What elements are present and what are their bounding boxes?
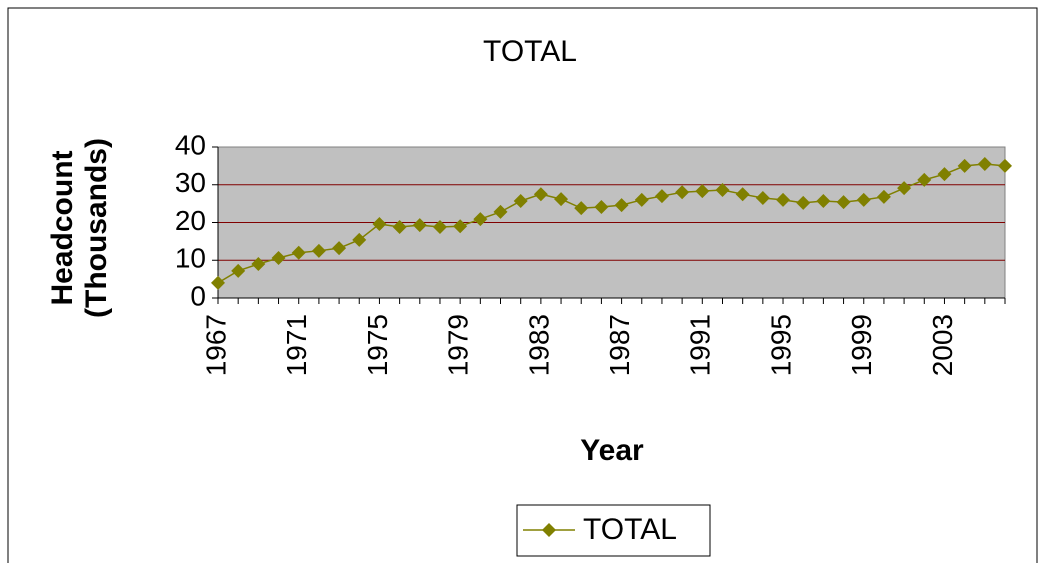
- x-tick-label: 1979: [443, 314, 474, 376]
- x-axis-label: Year: [580, 434, 644, 467]
- data-point: [554, 192, 569, 207]
- x-tick-label: 1971: [281, 314, 312, 376]
- y-axis-label-line: (Thousands): [80, 138, 113, 318]
- x-tick: 1967: [200, 314, 231, 376]
- x-tick-label: 1995: [765, 314, 796, 376]
- y-tick-label: 10: [175, 243, 206, 274]
- data-point: [715, 183, 730, 198]
- data-point: [897, 181, 912, 196]
- series-line: [217, 163, 1006, 284]
- data-point: [513, 193, 528, 208]
- x-tick-label: 1991: [685, 314, 716, 376]
- data-point: [796, 195, 811, 210]
- data-point: [634, 192, 649, 207]
- data-point: [675, 185, 690, 200]
- data-point: [372, 217, 387, 232]
- x-tick-label: 1983: [523, 314, 554, 376]
- data-point: [957, 158, 972, 173]
- x-tick-label: 2003: [927, 314, 958, 376]
- data-point: [574, 201, 589, 216]
- data-point: [735, 187, 750, 202]
- data-point: [594, 200, 609, 215]
- data-point: [392, 220, 407, 235]
- x-tick: 1971: [281, 314, 312, 376]
- data-point: [453, 219, 468, 234]
- x-tick-label: 1975: [362, 314, 393, 376]
- data-point: [836, 195, 851, 210]
- data-point: [816, 193, 831, 208]
- y-axis-label: Headcount (Thousands): [46, 138, 113, 318]
- y-tick-label: 20: [175, 205, 206, 236]
- x-tick: 1995: [765, 314, 796, 376]
- data-point: [473, 212, 488, 227]
- legend-label: TOTAL: [583, 513, 677, 546]
- x-tick: 1983: [523, 314, 554, 376]
- x-tick: 1975: [362, 314, 393, 376]
- data-point: [856, 192, 871, 207]
- data-point: [271, 250, 286, 265]
- data-point: [998, 158, 1012, 173]
- data-point: [352, 232, 367, 247]
- data-point: [311, 243, 326, 258]
- data-point: [776, 192, 791, 207]
- data-point: [937, 167, 952, 182]
- x-tick: 1991: [685, 314, 716, 376]
- chart-title: TOTAL: [483, 35, 577, 68]
- x-tick-label: 1999: [846, 314, 877, 376]
- data-point: [432, 220, 447, 235]
- x-tick: 1987: [604, 314, 635, 376]
- x-tick: 1999: [846, 314, 877, 376]
- legend-marker: [542, 523, 556, 537]
- data-point: [332, 241, 347, 256]
- y-tick-label: 30: [175, 167, 206, 198]
- data-point: [493, 204, 508, 219]
- data-point: [291, 245, 306, 260]
- data-point: [917, 172, 932, 187]
- x-tick: 1979: [443, 314, 474, 376]
- data-point: [654, 189, 669, 204]
- data-point: [412, 218, 427, 233]
- y-tick-label: 0: [190, 280, 206, 311]
- data-point: [695, 184, 710, 199]
- y-axis-label-line: Headcount: [46, 150, 79, 305]
- x-tick-label: 1987: [604, 314, 635, 376]
- data-point: [614, 198, 629, 213]
- data-point: [231, 263, 246, 278]
- data-point: [876, 189, 891, 204]
- y-tick-label: 40: [175, 129, 206, 160]
- data-point: [977, 156, 992, 171]
- data-point: [533, 187, 548, 202]
- data-point: [755, 190, 770, 205]
- x-tick: 2003: [927, 314, 958, 376]
- data-point: [251, 257, 266, 272]
- data-point: [211, 275, 225, 290]
- x-tick-label: 1967: [200, 314, 231, 376]
